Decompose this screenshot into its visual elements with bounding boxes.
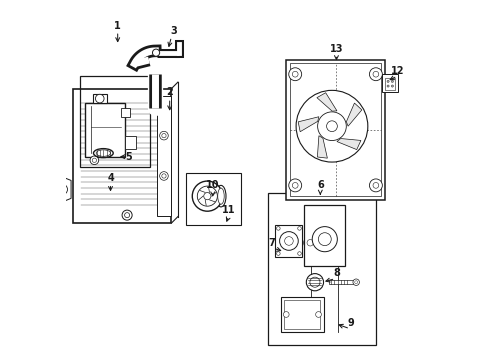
- Circle shape: [306, 274, 323, 291]
- Circle shape: [285, 237, 293, 245]
- Bar: [385, 78, 395, 90]
- Circle shape: [373, 71, 379, 77]
- Circle shape: [162, 174, 166, 178]
- Bar: [157, 96, 171, 216]
- Circle shape: [122, 210, 132, 220]
- Bar: [80, 76, 150, 167]
- Circle shape: [326, 121, 337, 132]
- Bar: [285, 300, 320, 329]
- Circle shape: [312, 226, 337, 252]
- Text: 9: 9: [347, 319, 354, 328]
- Circle shape: [96, 94, 104, 103]
- Bar: [73, 89, 172, 223]
- Polygon shape: [298, 117, 319, 132]
- Text: 7: 7: [269, 238, 275, 248]
- Bar: [275, 225, 302, 257]
- Bar: [286, 60, 385, 200]
- Circle shape: [369, 68, 382, 81]
- Bar: [382, 74, 398, 92]
- Circle shape: [318, 112, 346, 140]
- Bar: [281, 297, 324, 332]
- Bar: [81, 103, 164, 205]
- Text: 4: 4: [107, 173, 114, 183]
- Circle shape: [160, 131, 168, 140]
- Bar: [85, 103, 125, 157]
- Circle shape: [204, 193, 211, 200]
- Circle shape: [353, 279, 359, 285]
- Text: 8: 8: [333, 268, 340, 278]
- Ellipse shape: [96, 150, 111, 156]
- Polygon shape: [317, 93, 337, 111]
- Bar: [122, 108, 130, 117]
- Circle shape: [192, 181, 222, 211]
- Circle shape: [276, 252, 280, 255]
- Text: 3: 3: [170, 26, 177, 36]
- Circle shape: [276, 226, 280, 230]
- Bar: [125, 136, 136, 149]
- Circle shape: [298, 226, 301, 230]
- Circle shape: [197, 186, 218, 206]
- Circle shape: [293, 183, 298, 188]
- Circle shape: [296, 90, 368, 162]
- Text: 11: 11: [222, 206, 236, 216]
- Circle shape: [304, 236, 317, 249]
- Bar: [186, 173, 242, 225]
- Circle shape: [289, 179, 302, 192]
- Text: 10: 10: [206, 180, 220, 190]
- Polygon shape: [346, 103, 362, 126]
- Circle shape: [392, 80, 393, 82]
- Text: 6: 6: [317, 180, 324, 190]
- Bar: [290, 63, 381, 196]
- Circle shape: [310, 277, 320, 287]
- Polygon shape: [318, 136, 327, 158]
- Bar: [329, 280, 353, 284]
- Ellipse shape: [218, 188, 224, 204]
- Circle shape: [124, 213, 130, 218]
- Bar: [93, 94, 107, 103]
- Circle shape: [152, 49, 160, 56]
- Circle shape: [316, 312, 321, 318]
- Circle shape: [387, 80, 389, 82]
- Text: 12: 12: [391, 66, 404, 76]
- Text: 2: 2: [166, 87, 173, 97]
- Circle shape: [162, 134, 166, 138]
- Circle shape: [293, 71, 298, 77]
- Circle shape: [355, 281, 358, 284]
- Ellipse shape: [216, 185, 226, 207]
- Circle shape: [160, 172, 168, 180]
- Circle shape: [57, 184, 68, 195]
- Text: 5: 5: [125, 152, 132, 162]
- Bar: [304, 205, 345, 266]
- Circle shape: [92, 158, 97, 162]
- Circle shape: [289, 68, 302, 81]
- Circle shape: [392, 85, 393, 87]
- Circle shape: [387, 85, 389, 87]
- Text: 13: 13: [330, 44, 343, 54]
- Circle shape: [298, 252, 301, 255]
- Circle shape: [283, 312, 289, 318]
- Text: 1: 1: [114, 21, 121, 31]
- Circle shape: [280, 231, 298, 250]
- Circle shape: [307, 239, 314, 246]
- Circle shape: [373, 183, 379, 188]
- Ellipse shape: [94, 149, 113, 158]
- Polygon shape: [62, 177, 71, 202]
- Circle shape: [369, 179, 382, 192]
- Circle shape: [90, 156, 98, 165]
- Bar: [269, 193, 376, 345]
- Polygon shape: [337, 139, 361, 150]
- Circle shape: [318, 233, 331, 246]
